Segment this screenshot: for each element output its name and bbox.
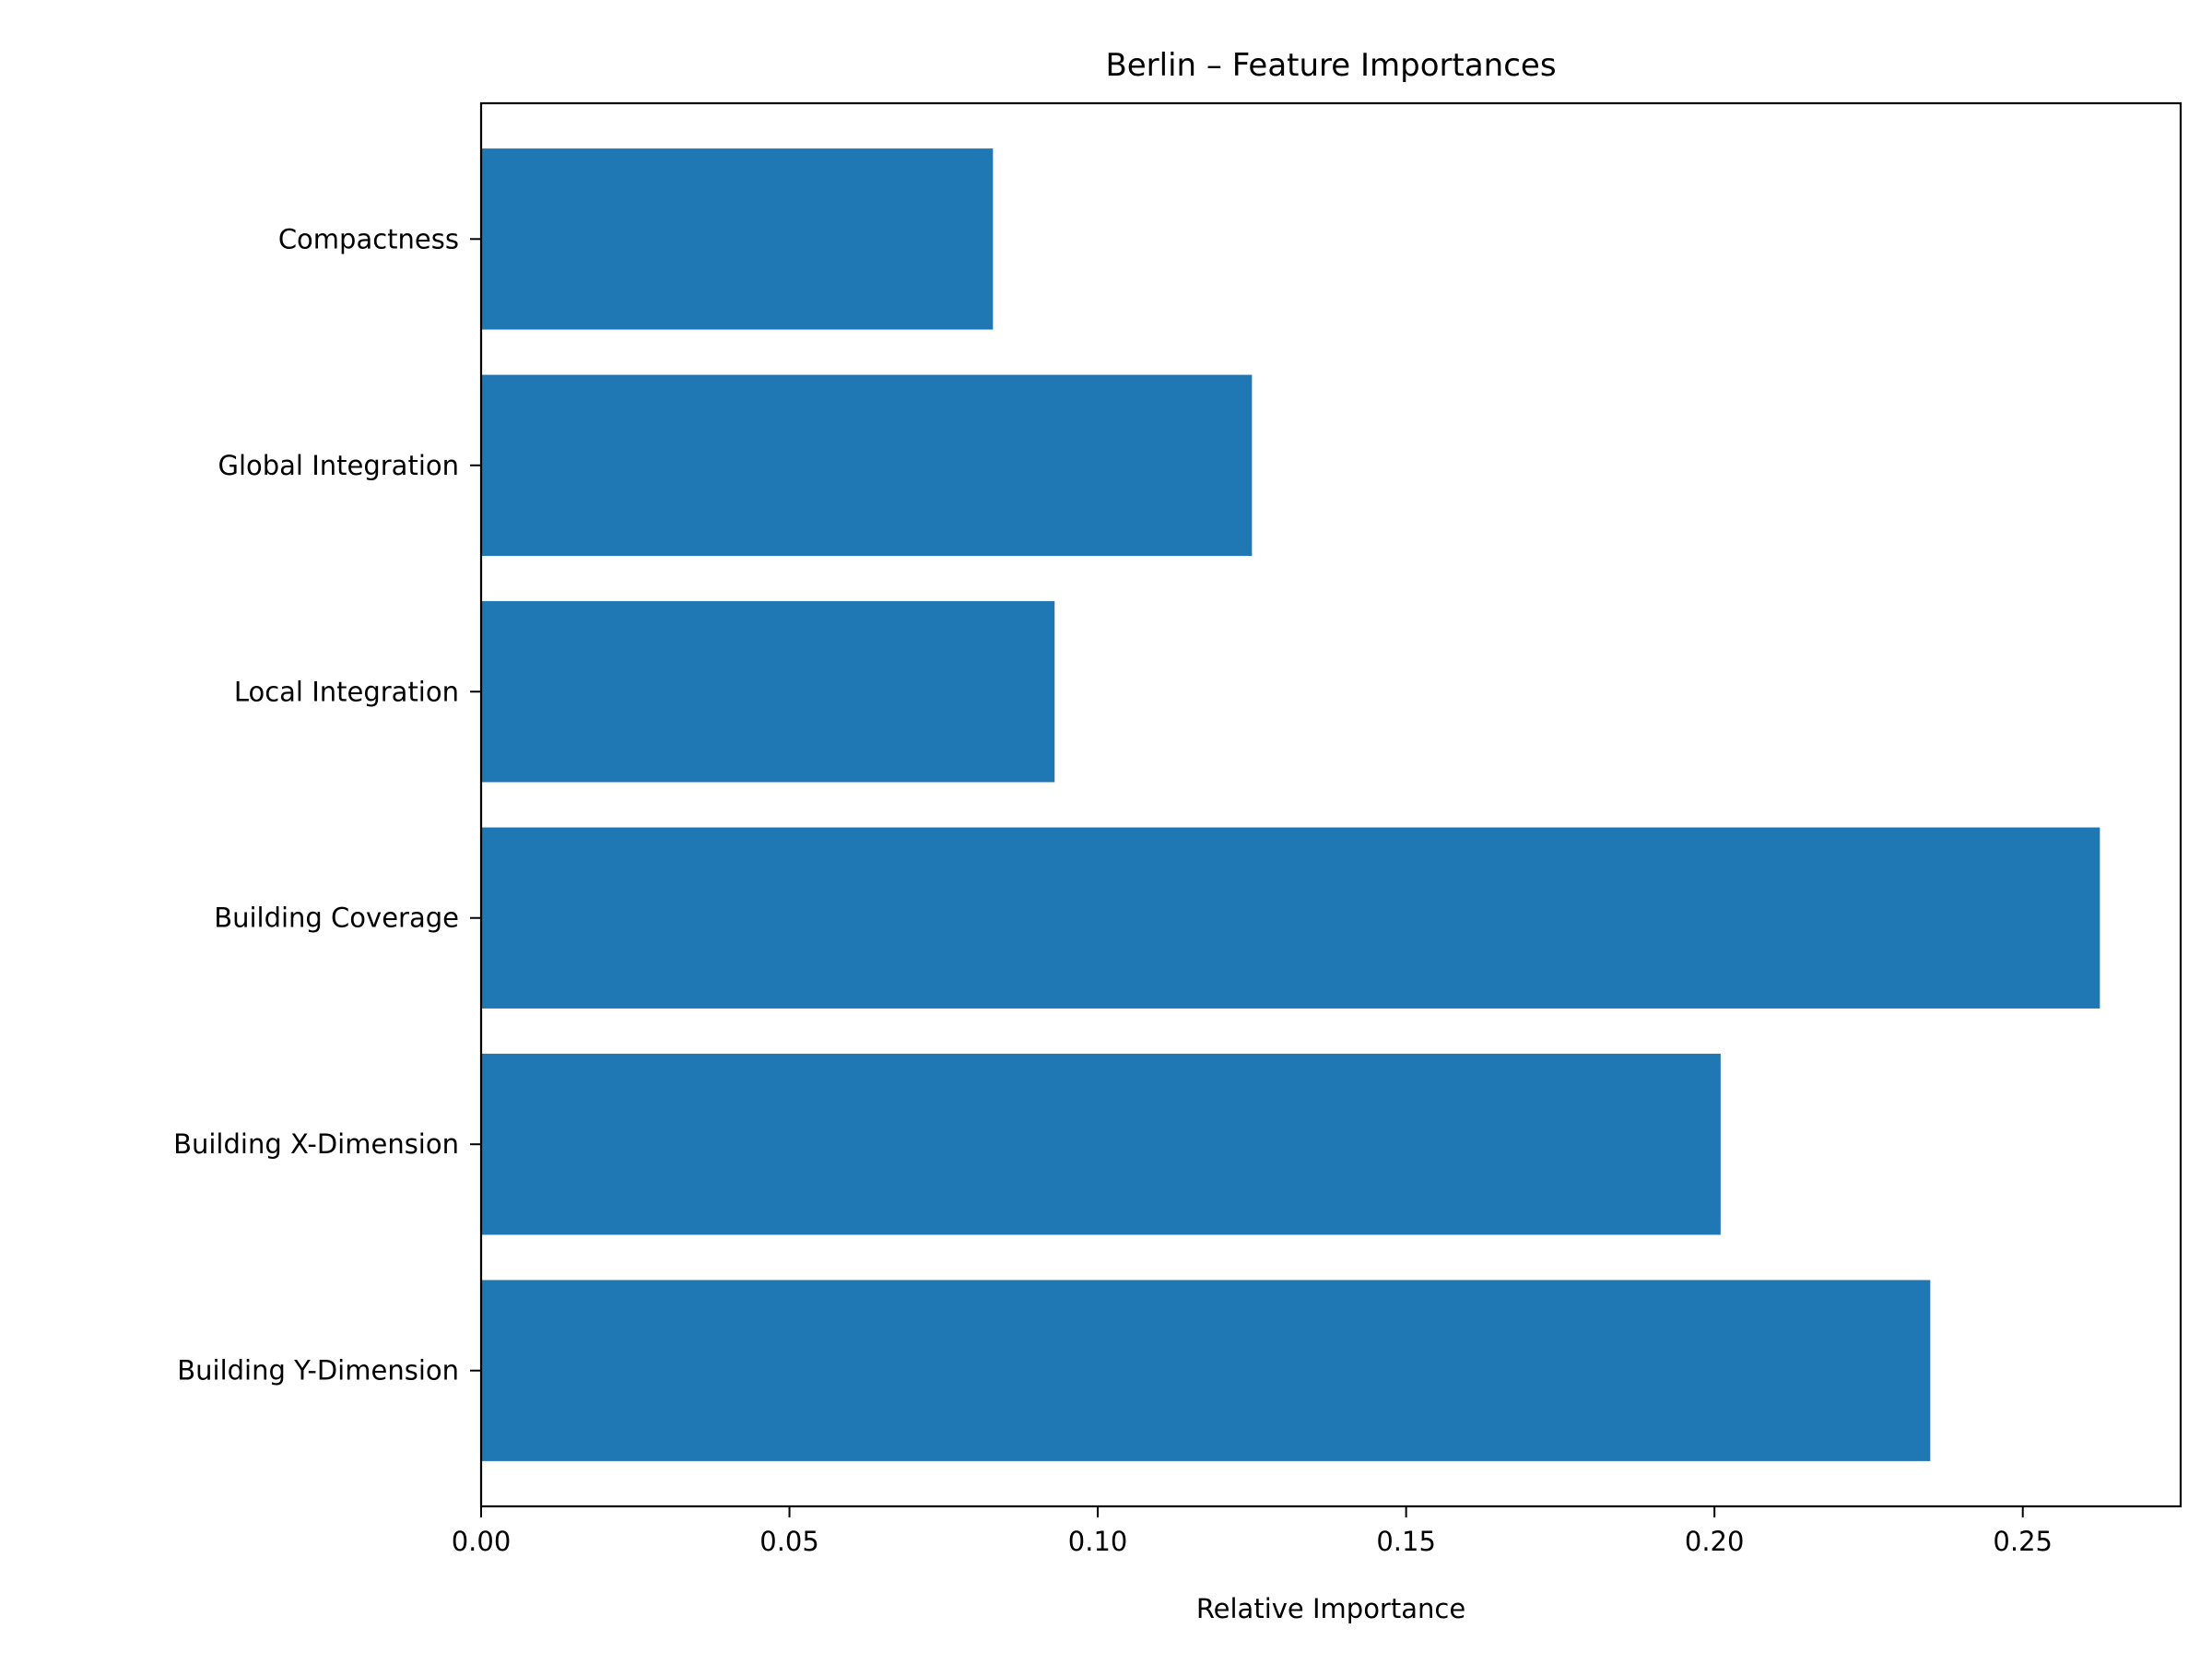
y-tick-label: Building X-Dimension: [173, 1128, 459, 1160]
bar: [481, 601, 1055, 783]
bar: [481, 1280, 1931, 1461]
x-tick-label: 0.15: [1376, 1526, 1436, 1557]
bar: [481, 148, 994, 330]
y-axis: Building Y-Dimension Building X-Dimension…: [173, 223, 481, 1387]
x-tick-label: 0.25: [1993, 1526, 2053, 1557]
x-axis-label: Relative Importance: [1196, 1593, 1465, 1624]
bar: [481, 1054, 1721, 1235]
x-tick-label: 0.10: [1068, 1526, 1128, 1557]
plot-frame: [479, 101, 2183, 1508]
chart-title: Berlin – Feature Importances: [1105, 47, 1556, 84]
y-tick-label: Building Y-Dimension: [177, 1355, 459, 1387]
y-tick-label: Compactness: [278, 223, 459, 254]
x-axis: 0.00 0.05 0.10 0.15 0.20 0.25: [452, 1506, 2053, 1557]
y-tick-label: Global Integration: [218, 450, 459, 481]
x-tick-label: 0.05: [759, 1526, 819, 1557]
bar: [481, 827, 2100, 1009]
x-tick-label: 0.00: [452, 1526, 512, 1557]
bar: [481, 374, 1253, 556]
x-tick-label: 0.20: [1685, 1526, 1745, 1557]
y-tick-label: Local Integration: [234, 676, 459, 707]
y-tick-label: Building Coverage: [214, 903, 459, 934]
bars-layer: [481, 148, 2100, 1461]
